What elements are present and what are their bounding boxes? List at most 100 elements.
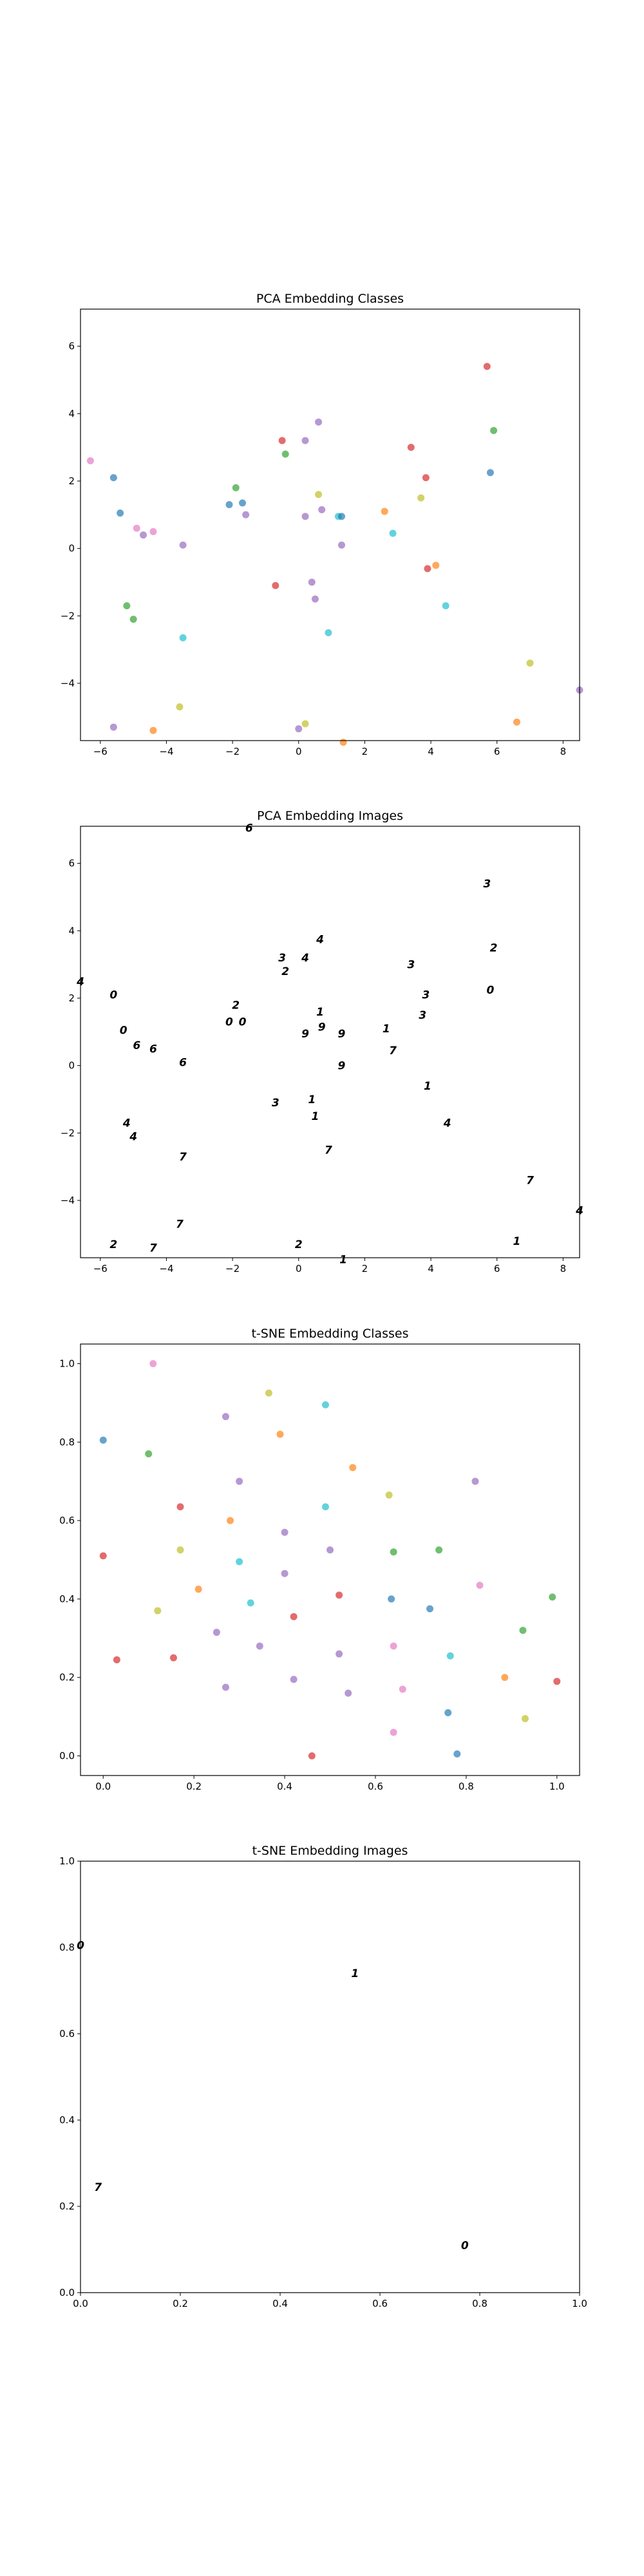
data-point — [278, 437, 286, 444]
y-tick-label: 1.0 — [59, 1855, 75, 1867]
data-point — [471, 1477, 479, 1485]
data-point — [476, 1582, 484, 1589]
data-point — [442, 602, 450, 610]
data-point — [222, 1413, 229, 1421]
digit-thumbnail: 0 — [239, 1016, 247, 1029]
y-tick-label: 4 — [68, 925, 75, 936]
data-point — [336, 1650, 343, 1658]
digit-thumbnail: 7 — [176, 1218, 184, 1231]
data-point — [281, 450, 289, 458]
y-tick-label: 6 — [68, 341, 75, 352]
data-point — [311, 595, 319, 603]
data-point — [194, 1586, 202, 1593]
y-tick-label: −4 — [61, 677, 75, 689]
data-point — [99, 1436, 107, 1444]
y-tick-label: 6 — [68, 858, 75, 869]
y-tick-label: 0.8 — [59, 1436, 75, 1448]
data-point — [247, 1599, 254, 1607]
data-point — [149, 1359, 157, 1367]
x-tick-label: 0.0 — [73, 2298, 88, 2309]
data-point — [86, 457, 94, 465]
data-point — [145, 1450, 153, 1458]
digit-thumbnail: 2 — [109, 1238, 117, 1251]
digit-thumbnail: 2 — [232, 999, 240, 1012]
x-tick-label: −4 — [159, 1263, 173, 1274]
digit-thumbnail: 4 — [129, 1131, 137, 1144]
x-tick-label: 6 — [494, 746, 500, 757]
data-point — [109, 474, 117, 482]
data-point — [321, 1401, 329, 1408]
data-point — [553, 1678, 561, 1685]
chart-title: t-SNE Embedding Images — [252, 1844, 408, 1858]
data-point — [213, 1629, 220, 1636]
data-point — [490, 426, 498, 434]
y-tick-label: 0.6 — [59, 2028, 75, 2040]
digit-thumbnail: 7 — [526, 1175, 534, 1188]
data-point — [179, 541, 187, 549]
data-point — [521, 1715, 529, 1723]
data-point — [176, 1546, 184, 1554]
data-point — [301, 437, 309, 444]
data-point — [337, 513, 345, 520]
data-point — [390, 1642, 397, 1650]
y-tick-label: 4 — [68, 408, 75, 419]
data-point — [308, 1752, 316, 1760]
digit-thumbnail: 0 — [109, 989, 117, 1002]
y-tick-label: 0.2 — [59, 2201, 75, 2212]
digit-thumbnail: 3 — [419, 1009, 426, 1022]
data-point — [549, 1593, 556, 1601]
y-tick-label: 0 — [68, 1060, 75, 1072]
x-tick-label: 0.4 — [277, 1781, 292, 1792]
data-point — [290, 1613, 298, 1620]
digit-thumbnail: 4 — [301, 952, 309, 965]
y-tick-label: 0.4 — [59, 2114, 75, 2126]
axes-frame — [80, 308, 580, 741]
x-tick-label: 4 — [428, 1263, 434, 1274]
data-point — [501, 1674, 509, 1681]
digit-thumbnail: 1 — [339, 1254, 347, 1267]
data-point — [99, 1552, 107, 1560]
digit-thumbnail: 2 — [490, 942, 498, 954]
data-point — [390, 1728, 397, 1736]
y-tick-label: −2 — [61, 610, 75, 621]
x-tick-label: 6 — [494, 1263, 500, 1274]
data-point — [381, 507, 388, 515]
digit-thumbnail: 1 — [316, 1006, 324, 1019]
digit-thumbnail: 9 — [318, 1021, 326, 1034]
digit-thumbnail: 9 — [301, 1028, 309, 1041]
data-point — [388, 1595, 395, 1603]
x-tick-label: 0.6 — [372, 2298, 388, 2309]
digit-thumbnail: 6 — [245, 822, 253, 835]
x-tick-label: 0.8 — [472, 2298, 488, 2309]
x-tick-label: −2 — [225, 1263, 240, 1274]
data-point — [123, 602, 131, 610]
x-tick-label: 1.0 — [572, 2298, 587, 2309]
data-point — [422, 474, 430, 482]
data-point — [276, 1430, 284, 1438]
axes-frame — [80, 1861, 580, 2293]
plot-area — [86, 363, 583, 746]
digit-thumbnail: 4 — [443, 1117, 451, 1130]
data-point — [113, 1656, 120, 1663]
data-point — [129, 616, 137, 623]
x-tick-label: 2 — [362, 1263, 368, 1274]
data-point — [272, 582, 279, 589]
digit-thumbnail: 4 — [316, 933, 324, 946]
digit-thumbnail: 1 — [383, 1023, 390, 1036]
digit-thumbnail: 2 — [295, 1238, 303, 1251]
data-point — [179, 634, 187, 641]
data-point — [242, 511, 250, 518]
digit-thumbnail: 9 — [338, 1060, 346, 1073]
data-point — [149, 726, 157, 734]
data-point — [176, 703, 184, 711]
data-point — [513, 718, 520, 726]
x-tick-label: −4 — [159, 746, 173, 757]
x-tick-label: 8 — [560, 746, 567, 757]
digit-thumbnail: 3 — [407, 959, 415, 972]
data-point — [236, 1477, 243, 1485]
data-point — [109, 723, 117, 731]
data-point — [426, 1605, 433, 1613]
data-point — [446, 1652, 454, 1660]
data-point — [315, 491, 323, 498]
digit-thumbnail: 6 — [179, 1056, 187, 1069]
